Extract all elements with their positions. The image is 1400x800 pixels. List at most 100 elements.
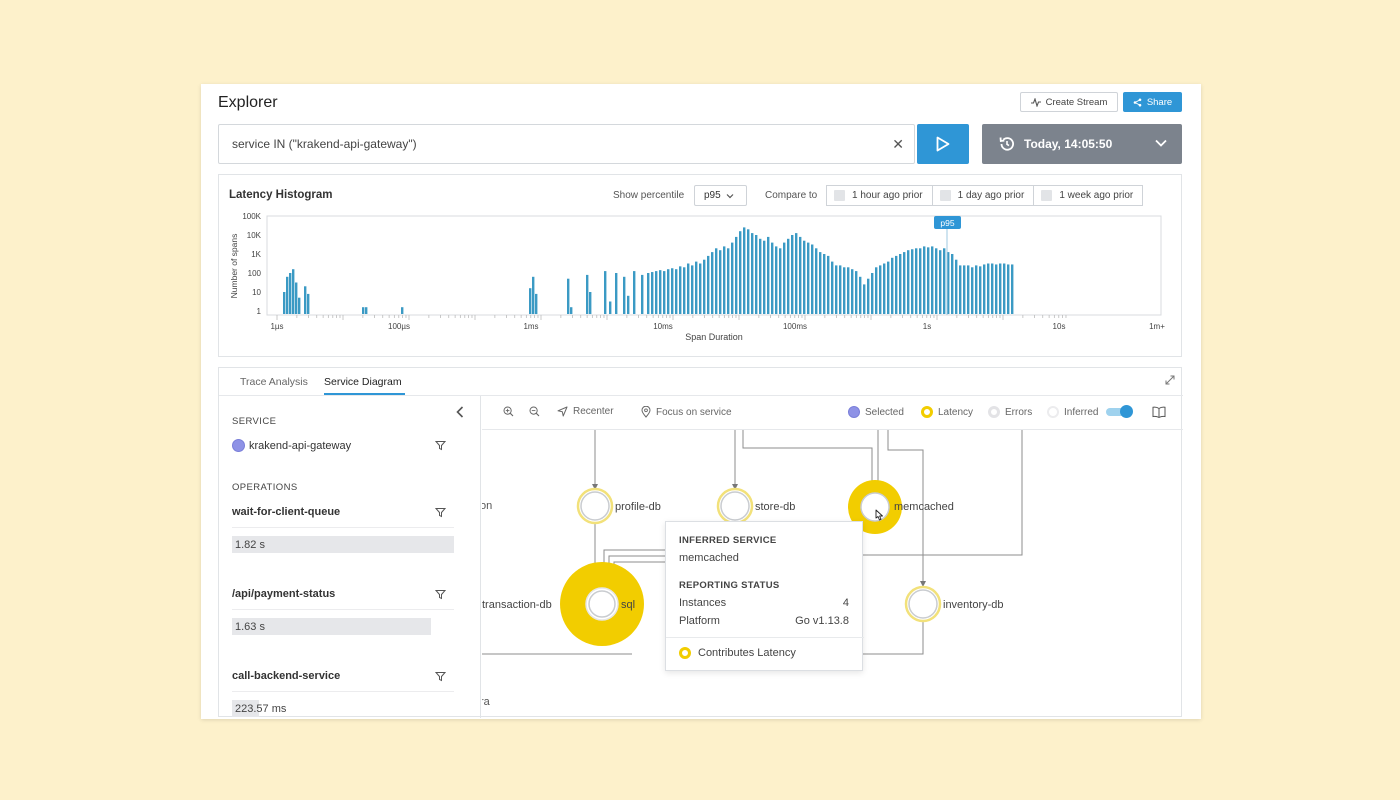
histogram-bar (719, 250, 722, 314)
node-memcached[interactable]: memcached (848, 480, 954, 534)
operation-name[interactable]: wait-for-client-queue (232, 506, 341, 518)
filter-icon[interactable] (435, 440, 446, 451)
node-sql[interactable]: sql (560, 562, 644, 646)
histogram-bar (907, 250, 910, 314)
checkbox[interactable] (834, 190, 845, 201)
service-dot-icon (232, 439, 245, 452)
x-tick-label: 1m+ (1149, 322, 1165, 331)
histogram-bar (823, 254, 826, 314)
histogram-bar (983, 264, 986, 314)
x-tick-label: 100ms (783, 322, 807, 331)
checkbox[interactable] (1041, 190, 1053, 201)
histogram-bar (967, 265, 970, 314)
histogram-bar (815, 248, 818, 314)
inferred-toggle[interactable] (1106, 405, 1134, 418)
x-axis-label: Span Duration (685, 332, 743, 342)
histogram-bar (671, 268, 674, 314)
histogram-bar (711, 252, 714, 314)
focus-on-service-button[interactable]: Focus on service (641, 406, 732, 418)
histogram-bar (763, 240, 766, 314)
recenter-button[interactable]: Recenter (557, 406, 614, 417)
histogram-title: Latency Histogram (229, 189, 333, 201)
operation-name[interactable]: call-backend-service (232, 670, 341, 682)
expand-icon[interactable] (1165, 375, 1175, 385)
tab-trace-analysis[interactable]: Trace Analysis (240, 376, 308, 388)
histogram-bar (811, 244, 814, 314)
compare-option-label: 1 hour ago prior (852, 190, 923, 201)
histogram-bar (871, 273, 874, 314)
time-range-button[interactable]: Today, 14:05:50 (982, 124, 1182, 164)
create-stream-button[interactable]: Create Stream (1020, 92, 1118, 112)
histogram-bar (931, 246, 934, 314)
reporting-status-heading: REPORTING STATUS (679, 580, 780, 591)
histogram-bar (847, 267, 850, 314)
service-heading: SERVICE (232, 416, 277, 427)
histogram-bar (807, 242, 810, 314)
histogram-bar (1007, 264, 1010, 314)
zoom-in-button[interactable] (503, 406, 514, 417)
compare-option-1h[interactable]: 1 hour ago prior (826, 185, 933, 206)
service-diagram-canvas[interactable]: on ra profile-db store-db memcached (482, 430, 1182, 717)
chevron-down-icon (726, 193, 734, 198)
histogram-bar (1011, 264, 1014, 314)
histogram-bar (975, 265, 978, 314)
x-tick-label: 10ms (653, 322, 673, 331)
y-tick-label: 10K (247, 231, 262, 240)
operation-latency-value: 223.57 ms (235, 702, 287, 715)
query-input[interactable]: service IN ("krakend-api-gateway") ✕ (218, 124, 915, 164)
y-tick-label: 1 (257, 307, 262, 316)
chevron-left-icon[interactable] (455, 405, 465, 419)
share-label: Share (1146, 96, 1173, 108)
y-tick-label: 100K (242, 212, 261, 221)
histogram-bar (627, 295, 630, 314)
docs-button[interactable] (1152, 406, 1166, 418)
compare-option-1d[interactable]: 1 day ago prior (931, 185, 1035, 206)
histogram-bar (691, 265, 694, 314)
time-label: Today, 14:05:50 (1024, 137, 1113, 151)
compare-option-1w[interactable]: 1 week ago prior (1033, 185, 1144, 206)
tab-service-diagram[interactable]: Service Diagram (324, 376, 402, 388)
inferred-dot-icon (1047, 406, 1059, 418)
node-inventory-db[interactable]: inventory-db (904, 585, 1004, 623)
contributes-latency: Contributes Latency (679, 647, 796, 659)
legend-errors: Errors (988, 406, 1032, 418)
zoom-out-button[interactable] (529, 406, 540, 417)
histogram-bar (875, 267, 878, 314)
histogram-bar (943, 248, 946, 314)
filter-icon[interactable] (435, 507, 446, 518)
histogram-bar (365, 307, 368, 314)
operation-latency-bar: 1.82 s (232, 536, 454, 553)
histogram-bar (899, 254, 902, 314)
histogram-bar (891, 257, 894, 314)
service-graph[interactable]: on ra profile-db store-db memcached (482, 430, 1182, 717)
histogram-bar (651, 272, 654, 314)
operation-name[interactable]: /api/payment-status (232, 588, 336, 600)
histogram-bar (659, 270, 662, 314)
histogram-bar (827, 255, 830, 314)
operation-divider (232, 691, 454, 692)
histogram-bar (535, 293, 538, 314)
location-pin-icon (641, 406, 651, 418)
legend-inferred: Inferred (1047, 405, 1134, 418)
filter-icon[interactable] (435, 589, 446, 600)
operation-latency-bar: 1.63 s (232, 618, 431, 635)
filter-icon[interactable] (435, 671, 446, 682)
operation-latency-bar: 223.57 ms (232, 700, 286, 717)
histogram-bar (887, 261, 890, 314)
node-store-db[interactable]: store-db (716, 487, 795, 525)
histogram-bar (767, 236, 770, 314)
histogram-bar (831, 261, 834, 314)
checkbox[interactable] (939, 190, 951, 201)
histogram-bar (570, 307, 573, 314)
share-button[interactable]: Share (1123, 92, 1182, 112)
percentile-select[interactable]: p95 (694, 185, 747, 206)
histogram-bar (939, 250, 942, 314)
latency-histogram-chart[interactable]: 100K 10K 1K 100 10 1 Number of spans 1µs… (219, 175, 1183, 358)
histogram-bar (775, 246, 778, 314)
histogram-bar (283, 292, 286, 314)
service-diagram-panel: Trace Analysis Service Diagram SERVICE k… (218, 367, 1183, 718)
clear-icon[interactable]: ✕ (892, 136, 904, 152)
node-profile-db[interactable]: profile-db (576, 487, 661, 525)
navigate-icon (557, 406, 568, 417)
run-query-button[interactable] (917, 124, 969, 164)
